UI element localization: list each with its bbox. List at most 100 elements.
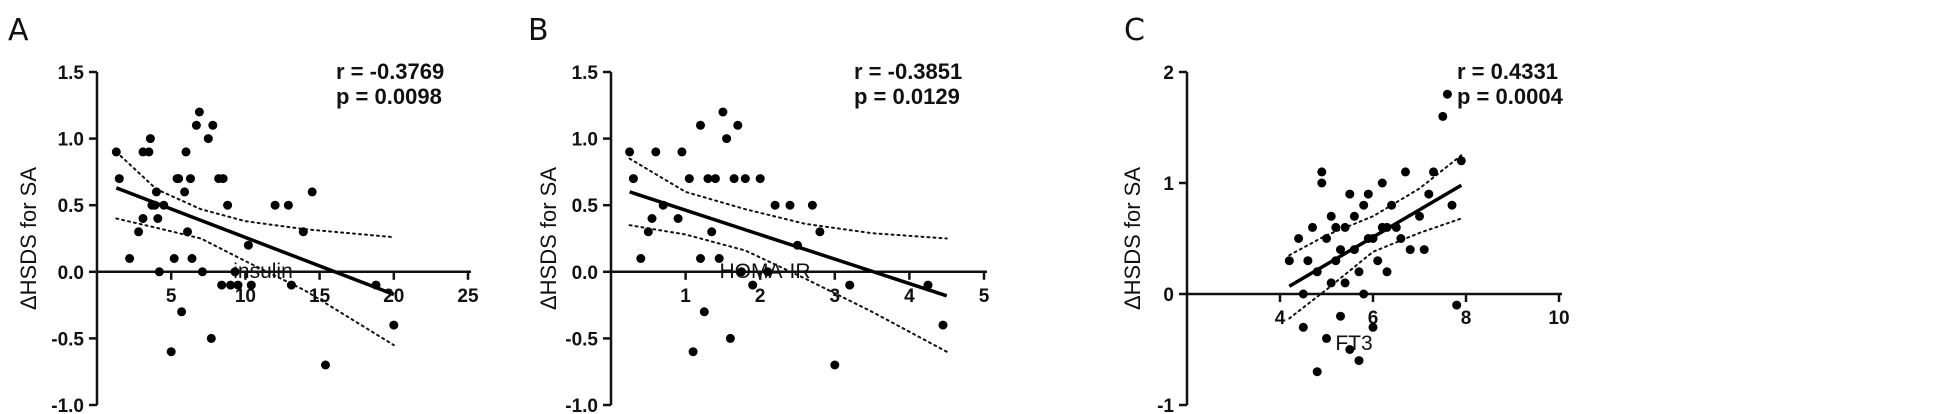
- x-tick-label: 25: [457, 286, 479, 307]
- data-point: [1298, 322, 1308, 332]
- data-point: [321, 360, 330, 370]
- data-point: [169, 254, 179, 263]
- x-tick-label: 10: [1548, 308, 1569, 329]
- y-tick-label: 2: [1163, 63, 1174, 84]
- x-tick-label: 5: [166, 286, 177, 307]
- regression-line: [629, 190, 948, 298]
- data-point: [1294, 234, 1304, 243]
- data-point: [1312, 367, 1322, 377]
- data-point: [1429, 167, 1438, 177]
- data-point: [770, 200, 780, 210]
- data-point: [1391, 222, 1401, 232]
- y-tick-label: -0.5: [565, 329, 598, 350]
- data-point: [763, 267, 773, 277]
- x-tick-label: 1: [680, 286, 691, 307]
- data-point: [830, 360, 840, 370]
- data-point: [208, 120, 218, 130]
- correlation-r: r = 0.4331: [1457, 59, 1558, 84]
- x-tick-label: 2: [755, 286, 766, 307]
- data-point: [737, 267, 746, 277]
- data-point: [815, 227, 825, 237]
- chart-panel-a: A -1.0 -0.5 0.0 0.5 1.0 1.5 5 10 15 20 25 ΔHSDS for …: [8, 13, 479, 414]
- data-point: [684, 174, 694, 184]
- x-tick-label: 20: [383, 286, 404, 307]
- x-tick-label: 3: [830, 286, 841, 307]
- data-point: [286, 280, 296, 290]
- data-point: [718, 107, 728, 117]
- data-point: [1419, 245, 1429, 255]
- y-tick-label: 0.5: [58, 196, 85, 217]
- panel-letter: C: [1124, 13, 1145, 48]
- data-point: [1424, 189, 1434, 199]
- data-point: [1405, 245, 1415, 255]
- data-point: [1396, 234, 1406, 243]
- data-point: [1345, 189, 1355, 199]
- p-value: p = 0.0004: [1457, 84, 1564, 109]
- data-point: [807, 200, 817, 210]
- data-point: [696, 254, 705, 263]
- y-tick-label: 1.5: [572, 63, 599, 84]
- data-point: [1373, 256, 1383, 266]
- data-point: [725, 333, 735, 343]
- panel-letter: B: [528, 13, 549, 48]
- data-point: [246, 280, 256, 290]
- data-point: [658, 200, 668, 210]
- data-point: [181, 147, 191, 157]
- y-tick-label: 0: [1163, 285, 1174, 306]
- data-point: [150, 200, 160, 210]
- data-point: [1401, 167, 1410, 177]
- data-point: [845, 280, 855, 290]
- x-tick-label: 15: [309, 286, 331, 307]
- data-point: [1349, 245, 1359, 255]
- data-point: [722, 134, 732, 144]
- data-point: [1340, 278, 1350, 288]
- confidence-band-lower: [628, 224, 948, 353]
- data-point: [1298, 289, 1308, 299]
- data-point: [923, 280, 933, 290]
- data-point: [371, 280, 381, 290]
- data-point: [1382, 267, 1392, 277]
- data-point: [1284, 256, 1294, 266]
- data-point: [696, 120, 705, 130]
- data-point: [1442, 89, 1452, 99]
- data-point: [243, 240, 253, 250]
- data-point: [625, 147, 635, 157]
- data-point: [688, 347, 698, 357]
- data-point: [703, 174, 713, 184]
- y-axis-label: ΔHSDS for SA: [16, 167, 41, 310]
- data-point: [733, 120, 743, 130]
- data-point: [729, 174, 739, 184]
- p-value: p = 0.0129: [854, 84, 960, 109]
- data-point: [166, 347, 176, 357]
- data-point: [197, 267, 207, 277]
- data-point: [1322, 333, 1331, 343]
- data-point: [206, 333, 216, 343]
- data-point: [145, 134, 155, 144]
- data-point: [1336, 311, 1345, 321]
- data-point: [699, 307, 709, 317]
- data-point: [643, 227, 653, 237]
- y-tick-label: 0.0: [572, 263, 598, 284]
- y-tick-label: -1: [1157, 396, 1174, 414]
- panel-letter: A: [8, 13, 29, 48]
- x-tick-label: 4: [904, 286, 915, 307]
- data-point: [194, 107, 204, 117]
- data-point: [1331, 222, 1341, 232]
- data-point: [1447, 200, 1457, 210]
- data-point: [144, 147, 154, 157]
- y-tick-label: 1.0: [572, 130, 598, 151]
- data-point: [298, 227, 308, 237]
- data-point: [1312, 267, 1322, 277]
- data-point: [740, 174, 750, 184]
- data-point: [134, 227, 144, 237]
- y-tick-label: 1.0: [58, 130, 84, 151]
- data-point: [1382, 222, 1392, 232]
- x-tick-label: 4: [1275, 308, 1286, 329]
- data-point: [125, 254, 135, 263]
- x-tick-label: 6: [1368, 308, 1379, 329]
- data-point: [1456, 156, 1466, 166]
- data-point: [270, 200, 280, 210]
- data-point: [628, 174, 638, 184]
